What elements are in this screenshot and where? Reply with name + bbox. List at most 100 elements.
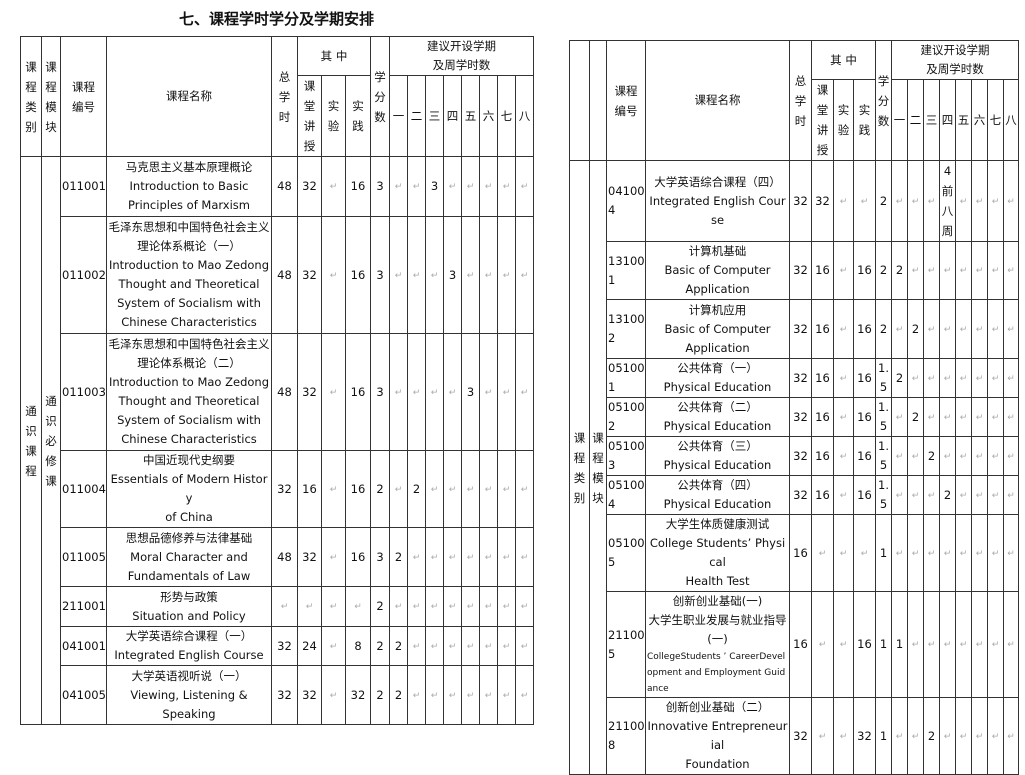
table-row: 131001 计算机基础 Basic of Computer Application 3… (570, 241, 1019, 300)
practice-hours: 16 (853, 397, 876, 437)
credits: 3 (370, 156, 390, 217)
header-semester-group: 建议开设学期 及周学时数 (389, 36, 534, 76)
course-name: 马克思主义基本原理概论 Introduction to Basic Principl… (106, 156, 272, 217)
total-hours: 32 (789, 475, 812, 515)
course-name-line: Foundation (685, 757, 750, 771)
semester-hours (891, 514, 908, 592)
semester-hours (443, 333, 462, 451)
course-code: 011002 (60, 216, 107, 334)
table-row: 011004 中国近现代史纲要 Essentials of Modern Histo… (21, 450, 534, 528)
course-category-text: 通识课程 (25, 403, 37, 478)
course-code: 011004 (60, 450, 107, 528)
course-name-line: Integrated English Course (114, 648, 264, 662)
header-code: 课程编号 (60, 36, 107, 157)
course-name: 大学英语综合课程（四） Integrated English Course (645, 160, 790, 242)
semester-hours (923, 397, 940, 437)
course-code: 131002 (606, 299, 646, 359)
total-hours: 48 (271, 216, 298, 334)
semester-hours (389, 156, 408, 217)
semester-hours (971, 475, 988, 515)
course-name-line: 思想品德修养与法律基础 (125, 530, 253, 545)
semester-hours (443, 527, 462, 587)
total-hours: 16 (789, 514, 812, 592)
course-name-line: 计算机应用 (688, 302, 747, 317)
semester-hours (955, 160, 972, 242)
course-module: 通识必修课 (41, 156, 61, 725)
header-practice: 实践 (853, 79, 876, 161)
course-name: 公共体育（二） Physical Education (645, 397, 790, 437)
semester-hours (907, 241, 924, 300)
header-total-hours: 总学时 (271, 36, 298, 157)
course-name-line: Physical Education (663, 380, 772, 394)
header-lecture-text: 课堂讲授 (303, 79, 316, 153)
header-blank (589, 40, 607, 161)
header-semester: 三 (923, 79, 940, 161)
semester-hours (1003, 241, 1019, 300)
credits: 3 (370, 216, 390, 334)
semester-hours (461, 586, 480, 627)
semester-hours (461, 216, 480, 334)
lab-hours (833, 397, 854, 437)
header-among: 其 中 (297, 36, 371, 76)
semester-hours (939, 591, 956, 698)
course-name: 公共体育（一） Physical Education (645, 358, 790, 398)
practice-hours: 16 (345, 156, 371, 217)
course-name-line: Chinese Characteristics (121, 432, 257, 446)
semester-hours (939, 436, 956, 476)
semester-hours (407, 216, 426, 334)
semester-hours (479, 333, 498, 451)
semester-hours: 2 (891, 358, 908, 398)
total-hours: 16 (789, 591, 812, 698)
header-semester: 一 (389, 75, 408, 157)
header-semester: 四 (443, 75, 462, 157)
course-name-line: 大学英语综合课程（一） (125, 629, 253, 643)
course-name-english: CollegeStudents ’ CareerDevelopment and … (647, 652, 786, 694)
course-name-line: Introduction to Mao Zedong (108, 258, 270, 272)
lecture-hours: 16 (811, 241, 834, 300)
header-credit-text: 学分数 (374, 69, 386, 124)
course-name-line: 大学英语视听说（一） (131, 668, 247, 683)
semester-hours (1003, 160, 1019, 242)
lecture-hours (811, 697, 834, 775)
semester-hours (939, 697, 956, 775)
lecture-hours: 32 (297, 216, 322, 334)
lecture-hours: 16 (811, 436, 834, 476)
course-name: 中国近现代史纲要 Essentials of Modern History of C… (106, 450, 272, 528)
semester-hours (425, 333, 444, 451)
semester-hours (425, 450, 444, 528)
semester-hours (1003, 397, 1019, 437)
lab-hours (321, 527, 346, 587)
semester-hours (987, 591, 1004, 698)
semester-hours (907, 591, 924, 698)
lab-hours (833, 299, 854, 359)
lab-hours (321, 626, 346, 666)
table-row: 131002 计算机应用 Basic of Computer Application 3… (570, 299, 1019, 359)
course-name: 思想品德修养与法律基础 Moral Character and Fundamenta… (106, 527, 272, 587)
header-credit: 学分数 (875, 40, 892, 161)
semester-hours (923, 514, 940, 592)
semester-hours (425, 626, 444, 666)
header-lab-text: 实验 (837, 103, 850, 137)
course-category: 课程类别 (569, 160, 590, 775)
header-module: 课程模块 (41, 36, 61, 157)
lecture-hours: 16 (811, 358, 834, 398)
table-row: 041001 大学英语综合课程（一） Integrated English Cour… (21, 626, 534, 666)
total-hours (271, 586, 298, 627)
semester-hours (407, 586, 426, 627)
semester-hours: 1 (891, 591, 908, 698)
course-name-line: Essentials of Modern History (110, 472, 268, 505)
course-name-line: 大学英语综合课程（四） (654, 174, 781, 189)
semester-hours (955, 436, 972, 476)
total-hours: 48 (271, 527, 298, 587)
header-code: 课程编号 (606, 40, 646, 161)
credits: 1.5 (875, 397, 892, 437)
semester-hours (515, 333, 534, 451)
semester-hours: 2 (923, 697, 940, 775)
semester-hours (923, 299, 940, 359)
table-body: 课程类别 课程模块 041004 大学英语综合课程（四） Integrated Engl… (569, 160, 1019, 775)
course-name-line: Thought and Theoretical (118, 277, 260, 291)
semester-hours (923, 475, 940, 515)
total-hours: 32 (789, 436, 812, 476)
semester-hours (443, 586, 462, 627)
course-name: 计算机应用 Basic of Computer Application (645, 299, 790, 359)
